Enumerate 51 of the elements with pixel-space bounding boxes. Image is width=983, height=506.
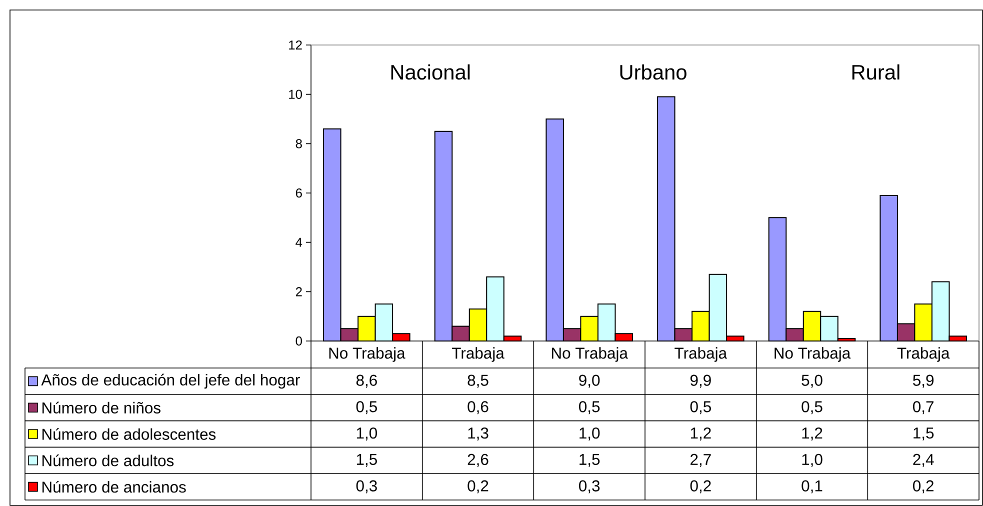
y-tick-label: 8 <box>296 139 302 148</box>
data-label: 0,5 <box>356 401 377 414</box>
data-label: 9,9 <box>690 374 711 388</box>
data-label: 8,5 <box>468 374 488 388</box>
legend-label: Número de adolescentes <box>42 428 216 440</box>
data-label: 8,6 <box>356 374 377 388</box>
y-tick-label: 6 <box>296 188 302 198</box>
y-tick-label: 4 <box>296 238 302 247</box>
data-label: 1,2 <box>802 428 822 441</box>
data-label: 1,5 <box>356 454 377 467</box>
data-label: 1,0 <box>802 454 822 467</box>
y-tick-label: 12 <box>289 40 302 50</box>
x-tick-label: No Trabaja <box>552 347 628 362</box>
annotation: Nacional <box>391 64 470 80</box>
y-tick-label: 0 <box>296 336 302 346</box>
data-label: 5,0 <box>802 374 822 388</box>
annotation: Urbano <box>620 64 686 80</box>
x-tick-label: Trabaja <box>452 347 504 362</box>
data-label: 0,1 <box>802 480 822 494</box>
data-label: 0,3 <box>579 480 600 494</box>
y-tick-label: 2 <box>296 287 302 296</box>
data-label: 0,5 <box>579 401 600 414</box>
data-label: 0,7 <box>913 401 934 414</box>
annotation: Rural <box>852 64 900 80</box>
data-label: 2,6 <box>468 454 488 467</box>
data-label: 9,0 <box>579 374 600 388</box>
data-label: 0,2 <box>468 480 488 494</box>
legend-label: Número de niños <box>42 402 160 414</box>
data-label: 2,7 <box>690 454 711 467</box>
data-label: 2,4 <box>913 454 934 467</box>
data-label: 1,0 <box>356 428 377 441</box>
data-label: 0,2 <box>690 480 711 494</box>
data-label: 0,5 <box>690 401 711 414</box>
data-label: 1,2 <box>690 428 711 441</box>
legend-label: Número de ancianos <box>42 480 186 493</box>
x-tick-label: No Trabaja <box>774 347 851 362</box>
data-label: 1,3 <box>468 428 488 441</box>
data-label: 1,0 <box>580 428 600 441</box>
data-label: 0,6 <box>468 401 488 414</box>
y-tick-label: 10 <box>289 90 302 99</box>
data-label: 5,9 <box>913 374 934 388</box>
x-tick-label: Trabaja <box>674 347 728 362</box>
x-tick-label: Trabaja <box>897 347 950 362</box>
x-tick-label: No Trabaja <box>329 347 406 362</box>
data-label: 1,5 <box>914 428 934 440</box>
legend-label: Años de educación del jefe del hogar <box>41 374 300 389</box>
data-label: 0,2 <box>913 480 934 494</box>
data-label: 1,5 <box>580 454 600 467</box>
data-label: 0,5 <box>802 401 822 414</box>
data-label: 0,3 <box>356 480 377 494</box>
legend-label: Número de adultos <box>42 454 174 466</box>
